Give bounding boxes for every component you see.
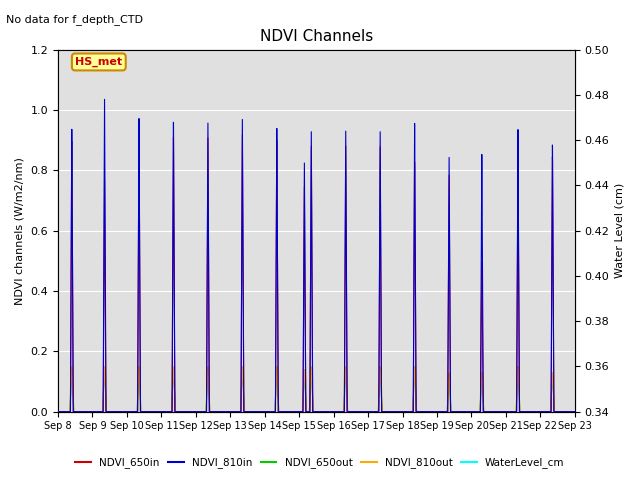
Title: NDVI Channels: NDVI Channels — [260, 29, 373, 44]
Text: No data for f_depth_CTD: No data for f_depth_CTD — [6, 14, 143, 25]
Text: HS_met: HS_met — [76, 57, 122, 67]
Y-axis label: NDVI channels (W/m2/nm): NDVI channels (W/m2/nm) — [15, 157, 25, 305]
Y-axis label: Water Level (cm): Water Level (cm) — [615, 183, 625, 278]
Legend: NDVI_650in, NDVI_810in, NDVI_650out, NDVI_810out, WaterLevel_cm: NDVI_650in, NDVI_810in, NDVI_650out, NDV… — [71, 453, 569, 472]
